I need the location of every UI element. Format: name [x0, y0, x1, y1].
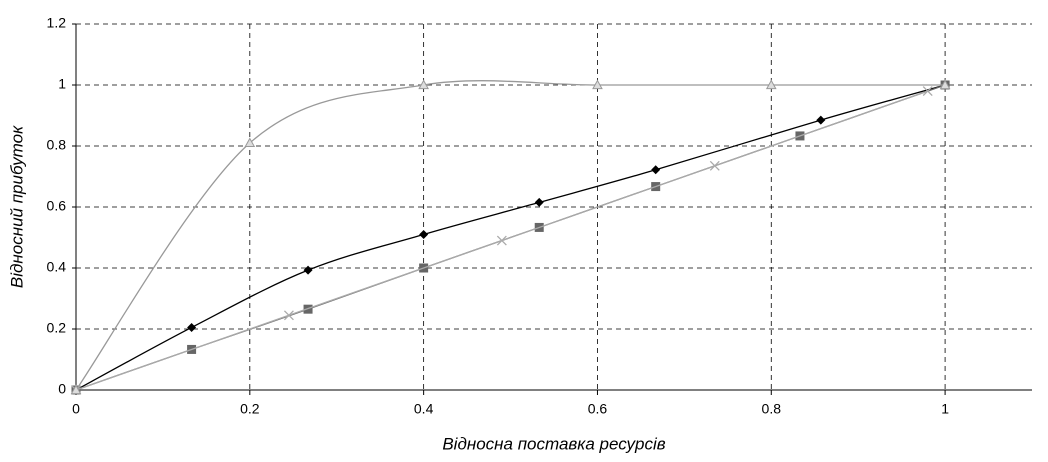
x-tick-label: 0.2 — [240, 401, 260, 417]
x-tick-label: 0.6 — [588, 401, 608, 417]
x-tick-label: 1 — [941, 401, 949, 417]
y-tick-label: 0.4 — [47, 259, 67, 275]
y-tick-label: 1.2 — [47, 15, 67, 31]
marker — [244, 137, 256, 148]
marker — [651, 165, 661, 175]
y-tick-label: 0 — [58, 381, 66, 397]
marker — [765, 79, 777, 90]
marker — [496, 235, 507, 246]
y-tick-label: 0.6 — [47, 198, 67, 214]
marker — [816, 115, 826, 125]
x-axis-title: Відносна поставка ресурсів — [442, 434, 665, 453]
marker — [922, 86, 933, 97]
marker — [283, 310, 294, 321]
marker — [534, 197, 544, 207]
marker — [592, 79, 603, 90]
marker — [70, 384, 82, 395]
marker — [939, 79, 951, 90]
marker — [419, 229, 429, 239]
x-tick-label: 0 — [72, 401, 80, 417]
y-tick-label: 1 — [58, 76, 66, 92]
marker — [709, 160, 720, 171]
marker — [303, 265, 313, 275]
y-tick-label: 0.2 — [47, 320, 67, 336]
marker — [187, 322, 197, 332]
marker — [418, 79, 429, 90]
series-line — [75, 80, 946, 391]
x-tick-label: 0.8 — [762, 401, 782, 417]
x-tick-label: 0.4 — [414, 401, 434, 417]
y-tick-label: 0.8 — [47, 137, 67, 153]
series-line — [75, 84, 946, 391]
y-axis-title: Відносний прибуток — [7, 125, 26, 288]
